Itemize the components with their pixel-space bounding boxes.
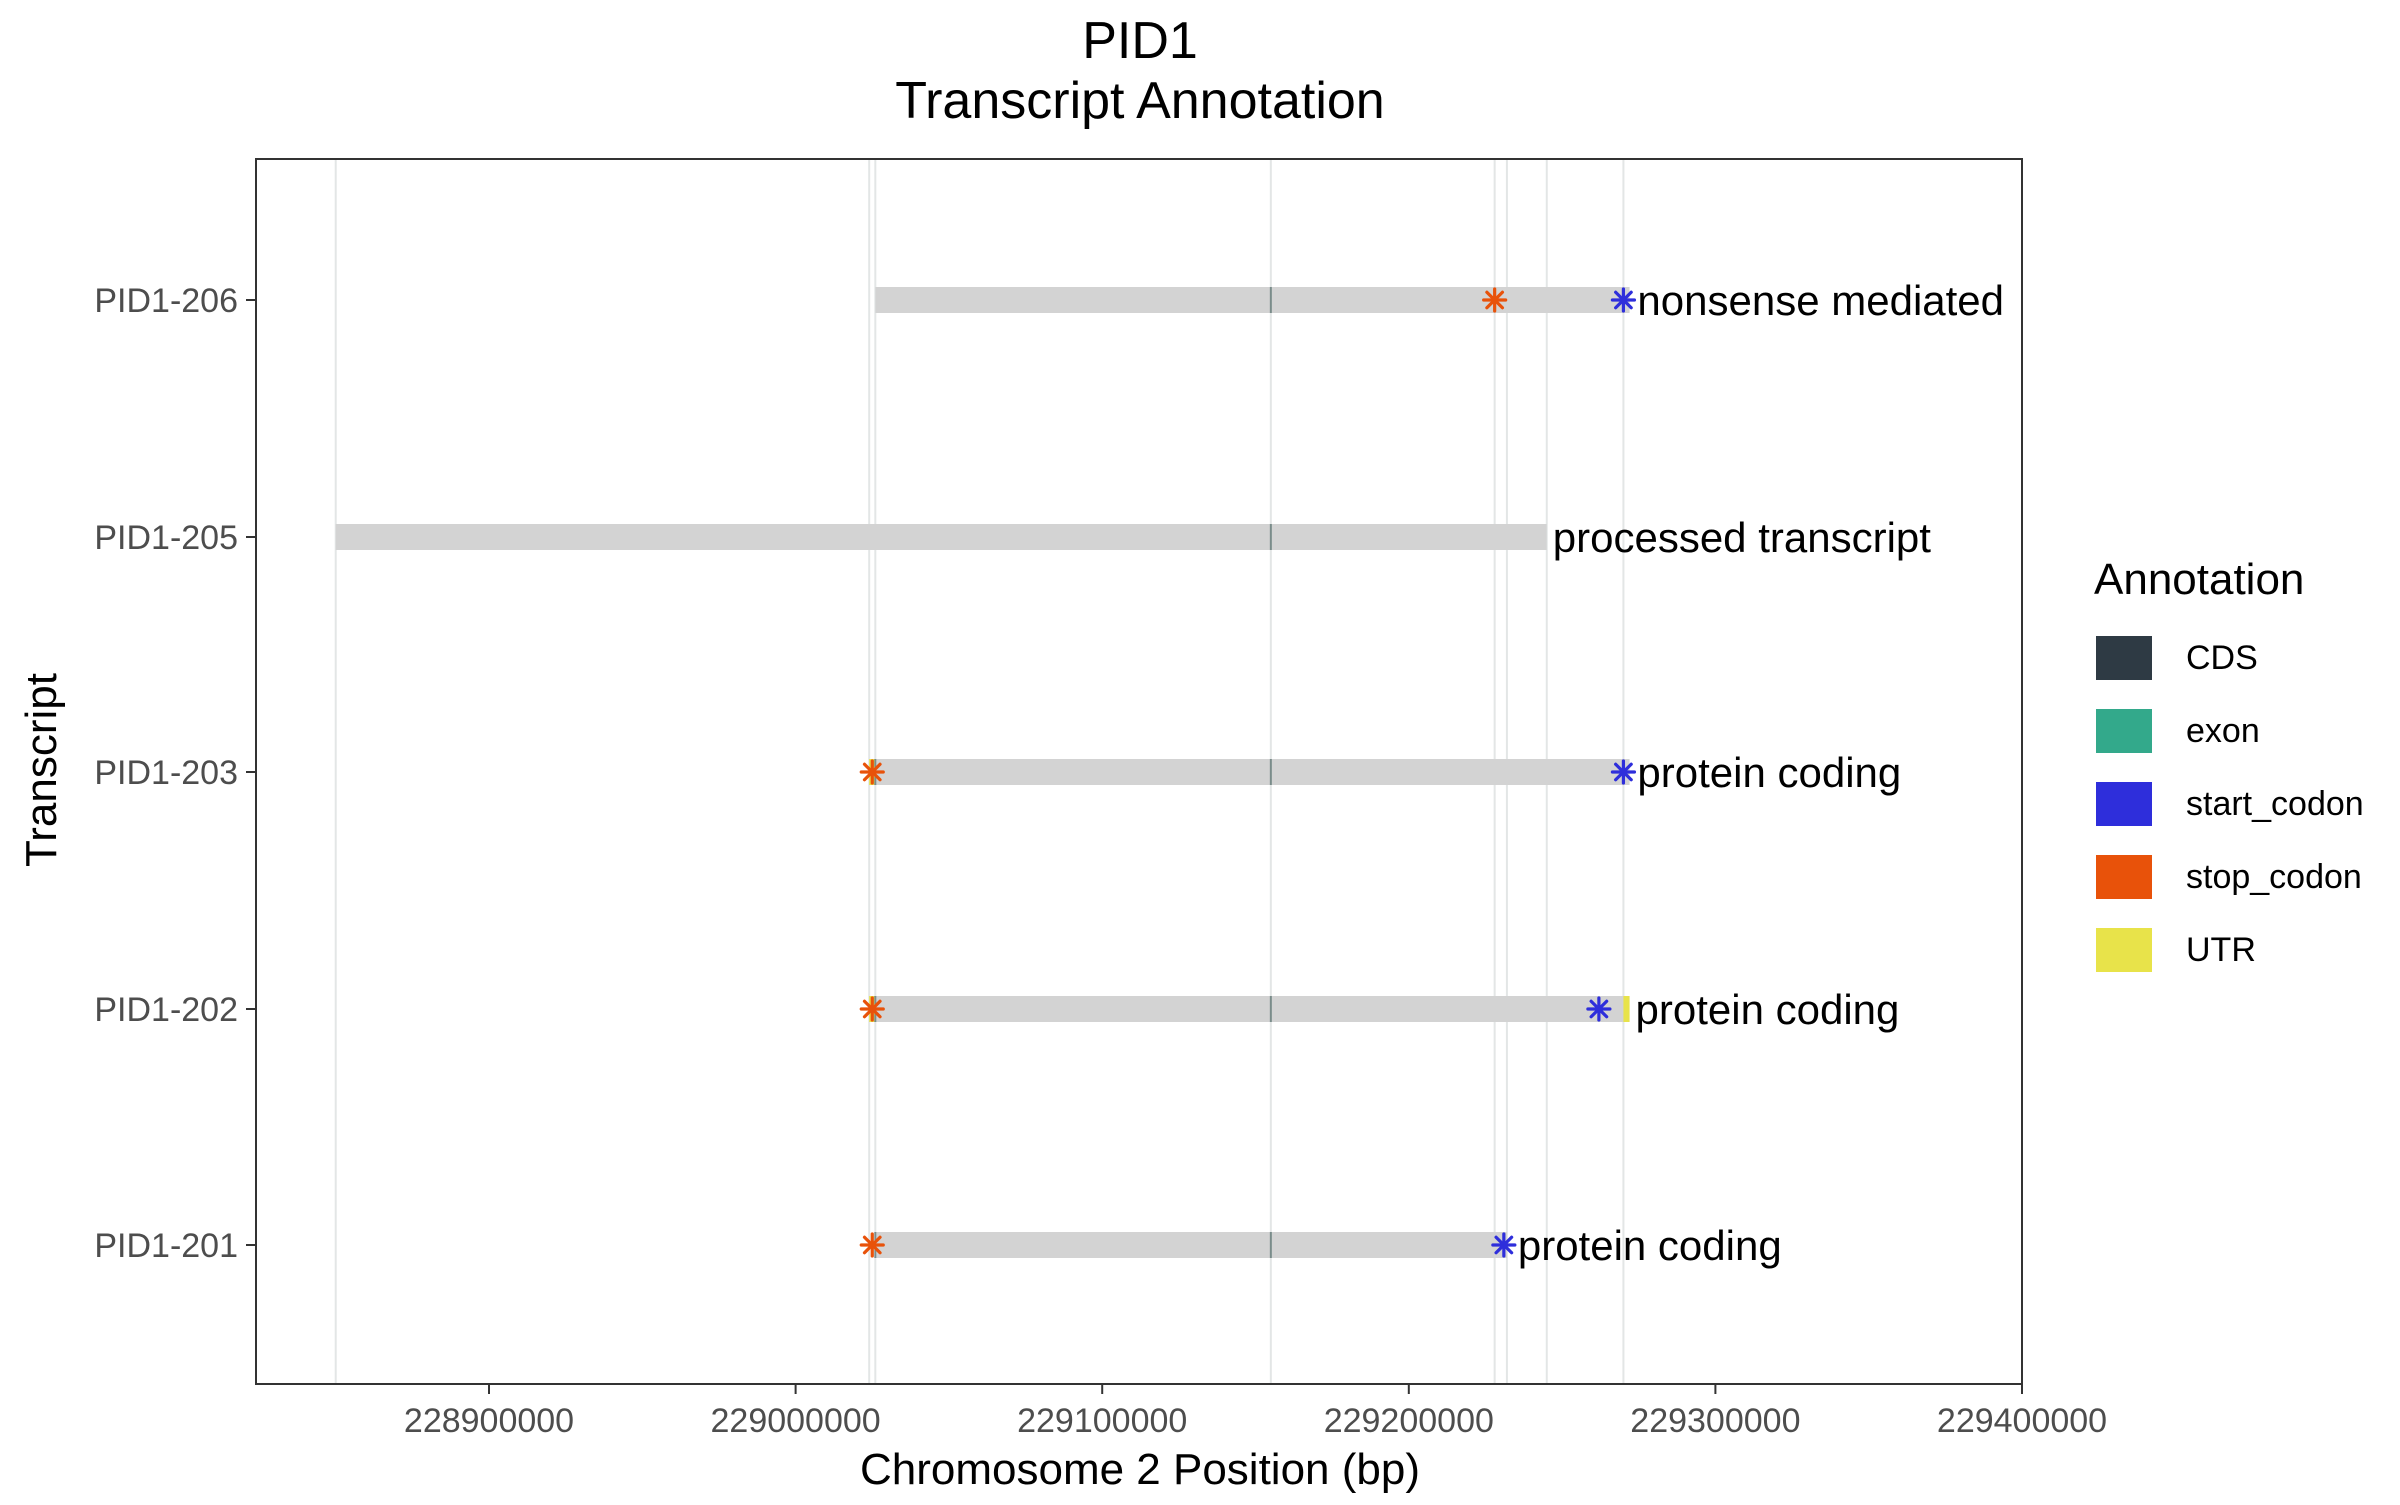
y-tick-label: PID1-203 bbox=[94, 754, 238, 792]
x-tick-label: 229000000 bbox=[711, 1402, 881, 1440]
x-tick-label: 228900000 bbox=[404, 1402, 574, 1440]
transcript-bar bbox=[869, 759, 1630, 785]
stop-codon-marker bbox=[1482, 287, 1508, 313]
utr-segment bbox=[1623, 996, 1630, 1022]
legend-swatch-start-codon bbox=[2096, 782, 2152, 826]
y-tick-label: PID1-206 bbox=[94, 282, 238, 320]
start-codon-marker-stroke bbox=[1494, 1235, 1514, 1255]
transcript-biotype-label: protein coding bbox=[1636, 986, 1900, 1033]
legend-label: exon bbox=[2186, 712, 2260, 750]
transcript-biotype-label: nonsense mediated bbox=[1637, 277, 2004, 324]
y-tick-label: PID1-201 bbox=[94, 1227, 238, 1265]
y-tick-label: PID1-205 bbox=[94, 519, 238, 557]
start-codon-marker-stroke bbox=[1614, 762, 1633, 782]
transcript-bar bbox=[875, 1232, 1507, 1258]
legend-title: Annotation bbox=[2094, 555, 2304, 604]
panel-border bbox=[255, 158, 2023, 1385]
stop-codon-marker-stroke bbox=[1485, 290, 1505, 310]
chart-subtitle: Transcript Annotation bbox=[895, 72, 1384, 130]
transcript-biotype-label: protein coding bbox=[1518, 1222, 1782, 1269]
stop-codon-marker-stroke bbox=[862, 999, 882, 1019]
stop-codon-marker-stroke bbox=[862, 1235, 882, 1255]
stop-codon-marker bbox=[859, 996, 885, 1022]
legend: Annotation CDS exon start_codon stop_codon U… bbox=[2094, 555, 2364, 972]
legend-swatch-UTR bbox=[2096, 928, 2152, 972]
y-axis-label: Transcript bbox=[17, 673, 66, 867]
legend-label: start_codon bbox=[2186, 785, 2364, 823]
transcript-biotype-label: protein coding bbox=[1637, 749, 1901, 796]
legend-swatch-CDS bbox=[2096, 636, 2152, 680]
start-codon-marker bbox=[1610, 287, 1637, 313]
legend-items: CDS exon start_codon stop_codon UTR bbox=[2096, 636, 2364, 972]
transcript-bar bbox=[335, 524, 1547, 550]
legend-swatch-stop-codon bbox=[2096, 855, 2152, 899]
stop-codon-marker bbox=[859, 759, 885, 785]
start-codon-marker-stroke bbox=[1589, 999, 1609, 1019]
x-axis-label: Chromosome 2 Position (bp) bbox=[860, 1445, 1420, 1494]
chart-title: PID1 bbox=[1082, 12, 1198, 70]
legend-label: stop_codon bbox=[2186, 858, 2362, 896]
legend-label: UTR bbox=[2186, 931, 2256, 969]
transcript-bar bbox=[869, 996, 1630, 1022]
stop-codon-marker bbox=[859, 1232, 885, 1258]
transcript-biotype-label: processed transcript bbox=[1553, 514, 1931, 561]
legend-label: CDS bbox=[2186, 639, 2258, 677]
legend-swatch-exon bbox=[2096, 709, 2152, 753]
start-codon-marker bbox=[1610, 759, 1637, 785]
x-tick-label: 229100000 bbox=[1017, 1402, 1187, 1440]
transcript-bar bbox=[875, 287, 1630, 313]
y-tick-label: PID1-202 bbox=[94, 991, 238, 1029]
plot-layer: 228900000 229000000 229100000 229200000 2293… bbox=[94, 158, 2107, 1440]
x-tick-label: 229400000 bbox=[1937, 1402, 2107, 1440]
stop-codon-marker-stroke bbox=[862, 762, 882, 782]
x-tick-label: 229200000 bbox=[1324, 1402, 1494, 1440]
start-codon-marker bbox=[1491, 1232, 1517, 1258]
start-codon-marker-stroke bbox=[1614, 290, 1633, 310]
x-tick-label: 229300000 bbox=[1630, 1402, 1800, 1440]
start-codon-marker bbox=[1586, 996, 1612, 1022]
